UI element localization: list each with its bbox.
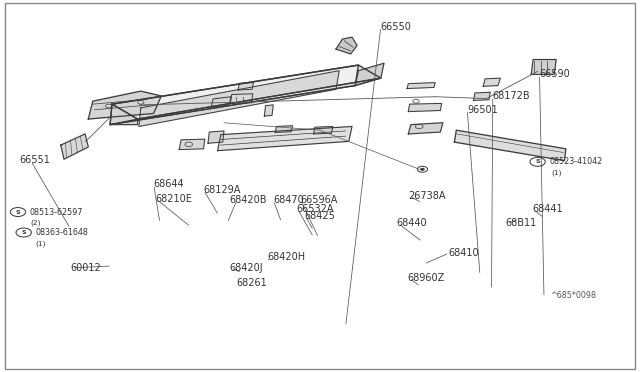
Polygon shape [454,130,566,161]
Polygon shape [474,92,490,100]
Polygon shape [230,94,253,103]
Polygon shape [336,37,357,54]
Text: 08523-41042: 08523-41042 [549,157,602,166]
Polygon shape [110,104,138,125]
Text: 66532A: 66532A [296,204,334,214]
Text: 68470: 68470 [273,195,304,205]
Text: 66596A: 66596A [301,195,338,205]
Text: 68B11: 68B11 [506,218,537,228]
Text: (1): (1) [552,170,562,176]
Text: 68420H: 68420H [267,252,305,262]
Polygon shape [218,126,352,151]
Text: 66590: 66590 [540,70,570,79]
Polygon shape [110,65,358,125]
Text: 68210E: 68210E [155,194,192,204]
Polygon shape [408,123,443,134]
Text: 68960Z: 68960Z [408,273,445,283]
Text: 08363-61648: 08363-61648 [35,228,88,237]
Polygon shape [211,97,231,107]
Text: 68425: 68425 [304,211,335,221]
Text: 68129A: 68129A [204,185,241,195]
Polygon shape [407,83,435,89]
Text: 68644: 68644 [154,179,184,189]
Polygon shape [112,65,381,119]
Text: 68410: 68410 [448,248,479,258]
Polygon shape [355,63,384,86]
Polygon shape [208,131,224,143]
Text: 68441: 68441 [532,204,563,214]
Polygon shape [110,78,381,125]
Text: (1): (1) [35,240,45,247]
Polygon shape [483,78,500,86]
Polygon shape [275,126,292,132]
Text: (2): (2) [30,220,40,227]
Text: S: S [15,209,20,215]
Circle shape [420,168,424,170]
Text: 96501: 96501 [467,105,498,115]
Text: 66551: 66551 [19,155,50,165]
Text: 68440: 68440 [397,218,428,228]
Polygon shape [314,126,333,134]
Text: 68172B: 68172B [493,91,531,101]
Text: 66550: 66550 [381,22,412,32]
Polygon shape [408,103,442,112]
Polygon shape [179,139,205,150]
Text: 08513-62597: 08513-62597 [29,208,83,217]
Text: 26738A: 26738A [408,192,446,201]
Polygon shape [531,60,556,74]
Text: 68420J: 68420J [229,263,263,273]
Polygon shape [139,71,339,126]
Polygon shape [264,105,273,116]
Text: S: S [535,159,540,164]
Text: 60012: 60012 [70,263,101,273]
Polygon shape [61,134,88,159]
Polygon shape [88,91,161,119]
Polygon shape [238,83,253,90]
Text: S: S [21,230,26,235]
Text: 68420B: 68420B [229,195,267,205]
Text: 68261: 68261 [237,278,268,288]
Text: ^685*0098: ^685*0098 [550,291,596,300]
